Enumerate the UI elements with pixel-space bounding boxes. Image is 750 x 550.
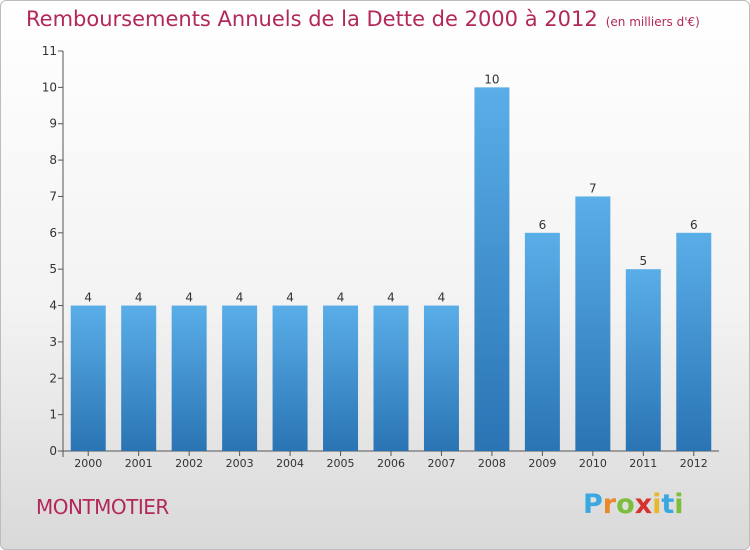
bar-2001 bbox=[121, 305, 157, 451]
proxiti-logo: Proxiti bbox=[583, 489, 684, 520]
value-label-2001: 4 bbox=[135, 291, 143, 305]
x-tick-label-2003: 2003 bbox=[226, 457, 254, 470]
value-label-2010: 7 bbox=[589, 181, 597, 195]
bar-2000 bbox=[70, 305, 106, 451]
logo-letter: P bbox=[583, 489, 603, 520]
bar-2004 bbox=[272, 305, 308, 451]
x-tick-label-2010: 2010 bbox=[579, 457, 607, 470]
bar-2005 bbox=[323, 305, 359, 451]
value-label-2003: 4 bbox=[236, 291, 244, 305]
x-tick-label-2007: 2007 bbox=[427, 457, 455, 470]
bar-2002 bbox=[171, 305, 207, 451]
y-tick-label-2: 2 bbox=[49, 371, 57, 385]
bar-2008 bbox=[474, 87, 510, 451]
y-tick-label-11: 11 bbox=[42, 44, 57, 58]
x-tick-label-2012: 2012 bbox=[680, 457, 708, 470]
y-tick-label-8: 8 bbox=[49, 153, 57, 167]
value-label-2006: 4 bbox=[387, 291, 395, 305]
axes: 0 1 2 3 4 5 6 7 8 9 10 11 2000 2001 2002 2003 2004 2005 20… bbox=[42, 44, 719, 470]
x-tick-label-2011: 2011 bbox=[629, 457, 657, 470]
value-label-2011: 5 bbox=[639, 254, 647, 268]
x-tick-label-2000: 2000 bbox=[74, 457, 102, 470]
chart-unit: (en milliers d'€) bbox=[605, 15, 700, 29]
x-tick-label-2009: 2009 bbox=[528, 457, 556, 470]
y-tick-label-0: 0 bbox=[49, 444, 57, 458]
value-label-2009: 6 bbox=[539, 218, 547, 232]
y-tick-label-4: 4 bbox=[49, 299, 57, 313]
bar-2009 bbox=[524, 232, 560, 451]
x-tick-label-2002: 2002 bbox=[175, 457, 203, 470]
bar-2012 bbox=[676, 232, 712, 451]
logo-letter: x bbox=[634, 489, 653, 520]
y-tick-label-3: 3 bbox=[49, 335, 57, 349]
value-label-2004: 4 bbox=[286, 291, 294, 305]
logo-letter: r bbox=[602, 489, 617, 520]
value-label-2007: 4 bbox=[438, 291, 446, 305]
y-tick-label-10: 10 bbox=[42, 80, 57, 94]
value-label-2008: 10 bbox=[484, 72, 499, 86]
logo-letter: i bbox=[674, 489, 684, 520]
chart-title: Remboursements Annuels de la Dette de 20… bbox=[26, 7, 700, 31]
logo-letter: o bbox=[616, 489, 635, 520]
value-label-2002: 4 bbox=[185, 291, 193, 305]
y-tick-label-6: 6 bbox=[49, 226, 57, 240]
value-label-2000: 4 bbox=[84, 291, 92, 305]
bar-2010 bbox=[575, 196, 611, 451]
town-name: MONTMOTIER bbox=[36, 495, 169, 519]
y-tick-label-7: 7 bbox=[49, 189, 57, 203]
value-label-2012: 6 bbox=[690, 218, 698, 232]
chart-title-text: Remboursements Annuels de la Dette de 20… bbox=[26, 7, 598, 31]
bars: 4 4 4 4 4 4 4 4 10 6 7 5 6 bbox=[70, 72, 712, 451]
logo-letter: i bbox=[652, 489, 662, 520]
y-tick-label-5: 5 bbox=[49, 262, 57, 276]
x-tick-label-2008: 2008 bbox=[478, 457, 506, 470]
bar-2011 bbox=[625, 269, 661, 451]
bar-2006 bbox=[373, 305, 409, 451]
x-tick-label-2001: 2001 bbox=[125, 457, 153, 470]
logo-letter: t bbox=[661, 489, 675, 520]
bar-2003 bbox=[222, 305, 258, 451]
y-tick-label-1: 1 bbox=[49, 408, 57, 422]
x-tick-label-2006: 2006 bbox=[377, 457, 405, 470]
x-tick-label-2004: 2004 bbox=[276, 457, 304, 470]
value-label-2005: 4 bbox=[337, 291, 345, 305]
x-tick-label-2005: 2005 bbox=[327, 457, 355, 470]
y-tick-label-9: 9 bbox=[49, 117, 57, 131]
bar-2007 bbox=[423, 305, 459, 451]
